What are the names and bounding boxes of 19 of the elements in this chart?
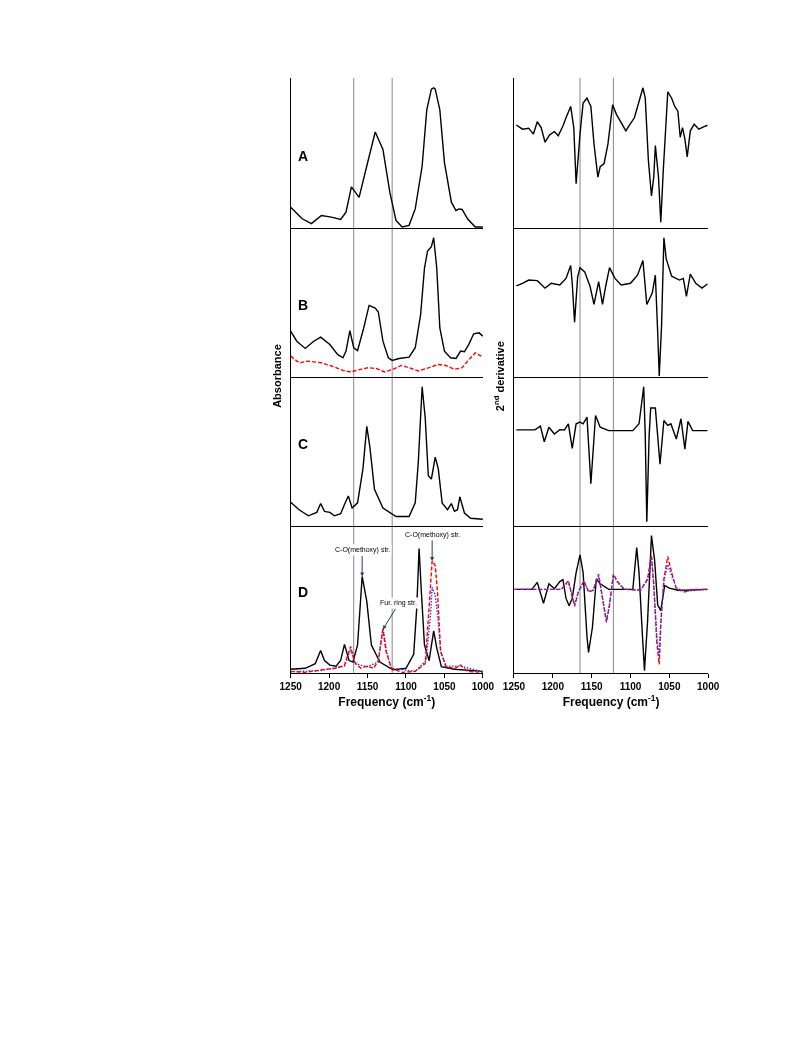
y-axis-title: Absorbance [270, 344, 283, 408]
x-tick-label: 1100 [619, 681, 642, 692]
annotation: C [298, 436, 309, 452]
x-axis-title: Frequency (cm$^{-1}$) [562, 692, 660, 709]
x-tick-label: 1100 [395, 681, 418, 692]
annotation: D [298, 584, 309, 600]
x-axis-title: Frequency (cm$^{-1}$) [338, 692, 436, 709]
x-tick-label: 1050 [433, 681, 457, 692]
x-tick-label: 1000 [697, 681, 720, 692]
x-tick-label: 1150 [580, 681, 603, 692]
x-tick-label: 1000 [471, 681, 495, 692]
x-tick-label: 1150 [356, 681, 379, 692]
x-tick-label: 1250 [502, 681, 526, 692]
annotation: A [298, 148, 309, 164]
x-tick-label: 1200 [317, 681, 341, 692]
x-tick-label: 1200 [541, 681, 565, 692]
annotation: B [298, 297, 309, 313]
x-tick-label: 1050 [658, 681, 681, 692]
x-tick-label: 1250 [279, 681, 303, 692]
